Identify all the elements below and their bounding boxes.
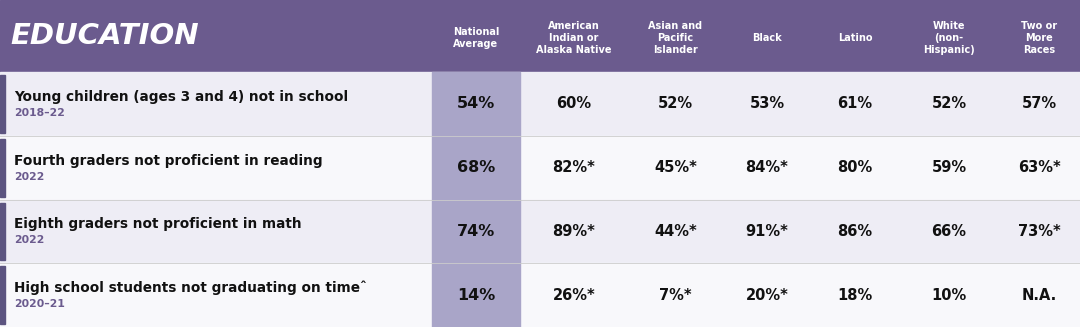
Text: National
Average: National Average bbox=[453, 27, 499, 49]
Text: 66%: 66% bbox=[931, 224, 967, 239]
Text: 52%: 52% bbox=[931, 96, 967, 112]
Bar bbox=[432, 263, 519, 327]
Bar bbox=[432, 136, 519, 199]
Text: Black: Black bbox=[752, 33, 782, 43]
Text: 57%: 57% bbox=[1022, 96, 1057, 112]
Text: 82%*: 82%* bbox=[553, 160, 595, 175]
Text: 2018–22: 2018–22 bbox=[14, 108, 65, 118]
Text: 68%: 68% bbox=[457, 160, 495, 175]
Text: EDUCATION: EDUCATION bbox=[10, 22, 199, 50]
Bar bbox=[432, 72, 519, 136]
Text: Asian and
Pacific
Islander: Asian and Pacific Islander bbox=[648, 21, 703, 55]
Text: 91%*: 91%* bbox=[745, 224, 788, 239]
Bar bbox=[0, 199, 1080, 263]
Text: 74%: 74% bbox=[457, 224, 495, 239]
Bar bbox=[0, 266, 5, 324]
Text: 52%: 52% bbox=[658, 96, 693, 112]
Text: 20%*: 20%* bbox=[745, 288, 788, 302]
Text: 86%: 86% bbox=[837, 224, 873, 239]
Text: 59%: 59% bbox=[931, 160, 967, 175]
Text: 2020–21: 2020–21 bbox=[14, 299, 65, 309]
Text: 26%*: 26%* bbox=[553, 288, 595, 302]
Bar bbox=[0, 139, 5, 197]
Bar bbox=[0, 0, 1080, 72]
Bar bbox=[0, 75, 5, 133]
Text: 63%*: 63%* bbox=[1018, 160, 1061, 175]
Bar bbox=[0, 263, 1080, 327]
Text: Fourth graders not proficient in reading: Fourth graders not proficient in reading bbox=[14, 154, 323, 168]
Text: 73%*: 73%* bbox=[1018, 224, 1061, 239]
Text: Eighth graders not proficient in math: Eighth graders not proficient in math bbox=[14, 217, 301, 232]
Text: 89%*: 89%* bbox=[553, 224, 595, 239]
Text: 14%: 14% bbox=[457, 288, 495, 302]
Text: American
Indian or
Alaska Native: American Indian or Alaska Native bbox=[537, 21, 611, 55]
Text: Young children (ages 3 and 4) not in school: Young children (ages 3 and 4) not in sch… bbox=[14, 90, 348, 104]
Text: 7%*: 7%* bbox=[659, 288, 692, 302]
Text: 2022: 2022 bbox=[14, 172, 44, 181]
Text: Two or
More
Races: Two or More Races bbox=[1022, 21, 1057, 55]
Text: 18%: 18% bbox=[837, 288, 873, 302]
Text: High school students not graduating on timeˆ: High school students not graduating on t… bbox=[14, 281, 367, 295]
Text: White
(non-
Hispanic): White (non- Hispanic) bbox=[923, 21, 975, 55]
Text: 61%: 61% bbox=[837, 96, 873, 112]
Text: 53%: 53% bbox=[750, 96, 784, 112]
Text: 60%: 60% bbox=[556, 96, 592, 112]
Text: 45%*: 45%* bbox=[654, 160, 697, 175]
Text: 2022: 2022 bbox=[14, 235, 44, 245]
Bar bbox=[0, 136, 1080, 199]
Bar bbox=[432, 199, 519, 263]
Text: 54%: 54% bbox=[457, 96, 495, 112]
Bar bbox=[0, 202, 5, 260]
Text: 80%: 80% bbox=[837, 160, 873, 175]
Text: 10%: 10% bbox=[931, 288, 967, 302]
Text: Latino: Latino bbox=[838, 33, 873, 43]
Text: N.A.: N.A. bbox=[1022, 288, 1057, 302]
Bar bbox=[0, 72, 1080, 136]
Text: 44%*: 44%* bbox=[654, 224, 697, 239]
Text: 84%*: 84%* bbox=[745, 160, 788, 175]
